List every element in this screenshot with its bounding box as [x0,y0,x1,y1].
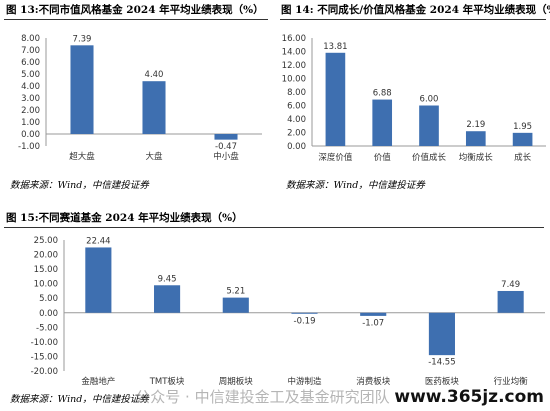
bar [291,312,318,314]
y-tick-label: 16.00 [282,34,306,44]
bar [325,52,346,146]
data-label: 2.19 [466,120,485,130]
y-tick-label: 10.00 [282,75,306,85]
bar [372,99,393,146]
y-tick-label: 2.00 [21,106,40,116]
x-tick-label: 周期板块 [219,376,254,387]
x-tick-label: 医药板块 [425,376,460,387]
x-tick-label: 中游制造 [287,376,322,387]
chart-source: 数据来源：Wind，中信建投证券 [286,180,425,191]
y-tick-label: 3.00 [21,94,40,104]
chart-source: 数据来源：Wind，中信建投证券 [10,180,149,191]
chart-title: 图 15:不同赛道基金 2024 年平均业绩表现（%） [6,212,243,224]
y-tick-label: 5.00 [21,70,40,80]
y-tick-label: 0.00 [21,130,40,140]
y-tick-label: 14.00 [282,48,306,58]
bar-chart-svg: 0.00 2.00 4.00 6.00 8.00 10.00 12.00 14.00 16.00… [282,34,546,163]
watermark-site: www.365jz.com [394,387,544,407]
bar [214,134,238,140]
data-label: 5.21 [226,287,245,297]
y-tick-label: 12.00 [282,61,306,71]
y-tick-label: 0.00 [287,142,306,152]
data-label: 7.39 [73,34,92,44]
data-label: 13.81 [323,42,347,52]
title-rule [280,19,546,20]
x-tick-label: 超大盘 [69,151,95,162]
data-label: -0.19 [294,316,316,326]
x-tick-label: 价值成长 [412,152,447,163]
bar [154,285,181,313]
y-tick-label: 15.00 [34,265,58,275]
bar [360,312,387,316]
y-tick-label: 6.00 [287,102,306,112]
data-label: 6.88 [373,89,392,99]
y-tick-label: 4.00 [287,115,306,125]
y-tick-label: -20.00 [31,367,58,377]
y-tick-label: -5.00 [36,323,58,333]
y-tick-label: 10.00 [34,280,58,290]
title-rule [4,19,268,20]
y-tick-label: 8.00 [21,34,40,44]
data-label: -0.47 [215,142,237,152]
y-tick-label: 0.00 [39,309,58,319]
x-tick-label: 均衡成长 [459,152,494,163]
title-rule [4,227,544,228]
y-tick-label: -1.00 [18,142,40,152]
bar [419,105,439,146]
y-tick-label: -15.00 [31,352,58,362]
chart-source: 数据来源：Wind，中信建投证券 [10,394,149,405]
y-tick-label: -10.00 [31,338,58,348]
bar [142,81,166,134]
x-tick-label: 金融地产 [81,376,115,387]
watermark-text: 公众号 · 中信建投金工及基金研究团队 [135,388,390,406]
data-label: -1.07 [362,318,384,328]
bar [428,312,455,356]
y-tick-label: 8.00 [287,88,306,98]
y-tick-label: 5.00 [39,294,58,304]
chart-title: 图 13:不同市值风格基金 2024 年平均业绩表现（%） [6,4,264,16]
x-tick-label: 深度价值 [318,152,353,163]
data-label: 1.95 [513,122,532,132]
data-label: -14.55 [428,358,455,368]
data-label: 4.40 [145,70,164,80]
y-tick-label: 20.00 [34,251,58,261]
x-tick-label: 价值 [374,152,392,163]
bar [70,45,94,134]
bar [512,132,533,146]
bar [465,131,486,146]
x-tick-label: 消费板块 [356,376,391,387]
bar [222,297,249,313]
data-label: 7.49 [501,280,520,290]
chart-title: 图 14: 不同成长/价值风格基金 2024 年平均业绩表现（%） [281,4,550,16]
data-label: 9.45 [158,274,177,284]
watermark: 公众号 · 中信建投金工及基金研究团队 www.365jz.com [135,386,544,407]
y-tick-label: 4.00 [21,82,40,92]
y-tick-label: 25.00 [34,236,58,246]
x-tick-label: 行业均衡 [494,376,529,387]
data-label: 22.44 [86,236,110,246]
y-tick-label: 6.00 [21,58,40,68]
bar-chart-svg: -1.00 0.00 1.00 2.00 3.00 4.00 5.00 6.00 7.00 8.0… [18,34,262,162]
y-tick-label: 2.00 [287,129,306,139]
x-tick-label: 成长 [514,152,532,163]
x-tick-label: TMT板块 [149,376,185,387]
bar [85,247,112,313]
y-tick-label: 1.00 [21,118,40,128]
y-tick-label: 7.00 [21,46,40,56]
x-tick-label: 中小盘 [213,151,239,162]
bar [497,290,524,313]
data-label: 6.00 [420,95,439,105]
x-tick-label: 大盘 [145,151,163,162]
bar-chart-svg: -20.00 -15.00 -10.00 -5.00 0.00 5.00 10.00 15.0… [31,236,545,387]
